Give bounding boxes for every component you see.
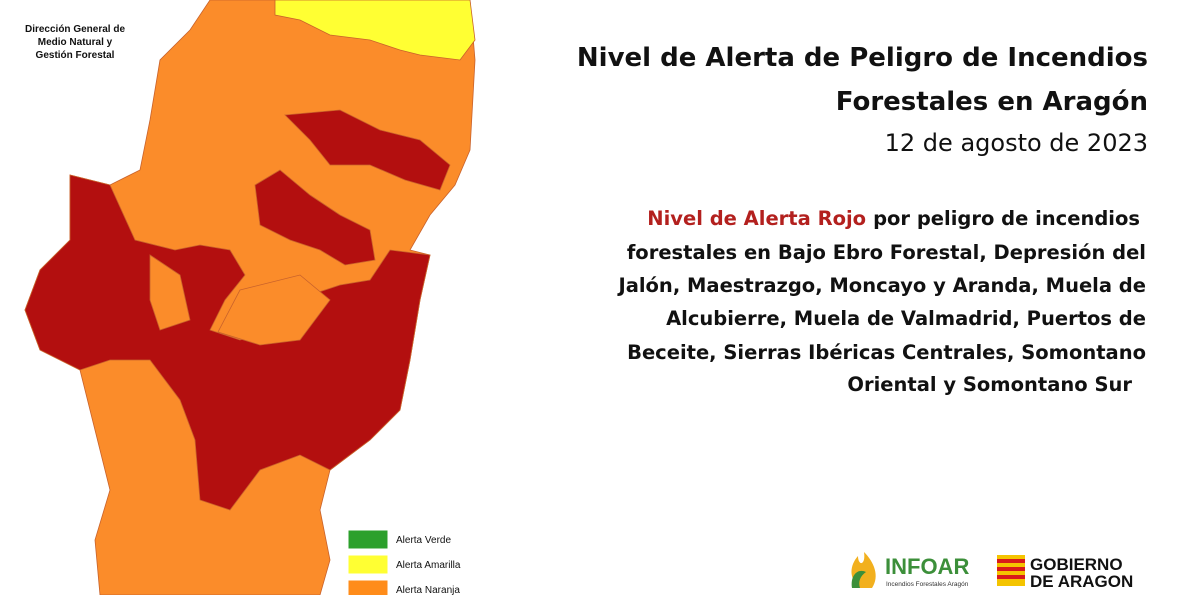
agency: Dirección General de [25,24,125,35]
red-area [254,169,376,266]
gobierno-logo: GOBIERNO DE ARAGON [997,555,1133,591]
description-text: por peligro de incendios [873,207,1140,230]
date: 12 de agosto de 2023 [885,129,1148,157]
red-area [24,174,431,511]
legend-swatch [347,529,389,550]
description-line: Nivel de Alerta Rojo por peligro de incen… [647,207,1140,230]
description-line: Alcubierre, Muela de Valmadrid, Puertos … [666,307,1146,330]
map [24,0,476,595]
legend-label: Alerta Verde [396,535,451,546]
title: Nivel de Alerta de Peligro de Incendios [577,43,1148,73]
yellow-area [274,0,476,61]
flag-stripe [997,559,1025,563]
gobierno-text: DE ARAGON [1030,572,1133,591]
legend-swatch [347,579,389,595]
description-line: Beceite, Sierras Ibéricas Centrales, Som… [627,341,1146,364]
orange-area [217,274,331,346]
leaf-icon [851,570,866,588]
agency: Gestión Forestal [36,50,115,61]
infoar-name: INFOAR [885,554,969,579]
agency: Medio Natural y [38,37,113,48]
legend-swatch [347,554,389,575]
flag-stripe [997,575,1025,579]
highlight: Nivel de Alerta Rojo [647,207,866,230]
description-line: forestales en Bajo Ebro Forestal, Depres… [627,241,1146,264]
legend-label: Alerta Naranja [396,585,460,595]
legend: Alerta Verde Alerta Amarilla Alerta Naranj… [347,529,461,595]
gobierno-text: GOBIERNO [1030,555,1123,574]
title: Forestales en Aragón [836,87,1148,117]
legend-label: Alerta Amarilla [396,560,461,571]
infoar-sub: Incendios Forestales Aragón [886,581,969,588]
flag-stripe [997,567,1025,571]
description-line: Jalón, Maestrazgo, Moncayo y Aranda, Mue… [616,274,1146,297]
orange-area [149,254,191,331]
red-area [284,109,451,191]
infoar-logo: INFOAR Incendios Forestales Aragón [851,552,969,588]
description-line: Oriental y Somontano Sur [847,373,1132,396]
